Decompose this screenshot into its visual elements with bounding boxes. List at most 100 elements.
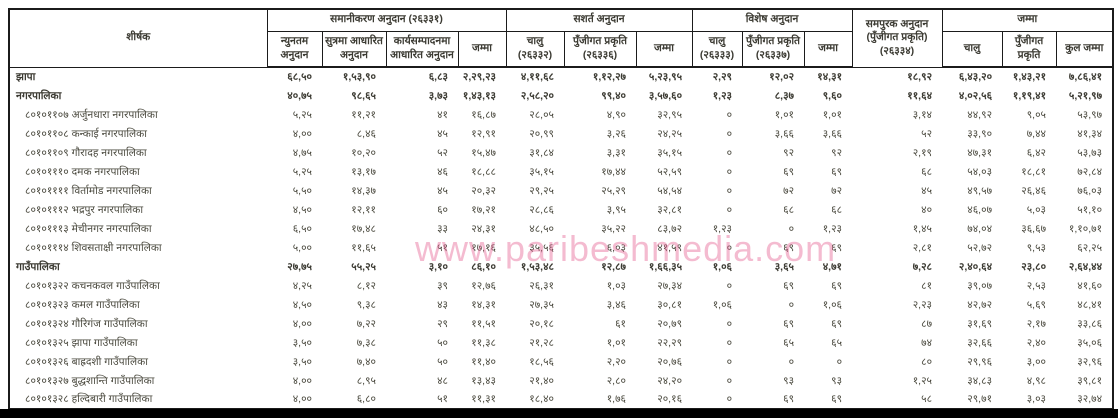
cell-value: १,४५ — [912, 222, 933, 235]
cell-value: ३,३१ — [606, 146, 627, 159]
column-header: जम्मा — [803, 30, 853, 68]
cell-value: ८,९५ — [356, 374, 376, 387]
cell-value: ४६ — [437, 165, 448, 178]
cell-value: २,४० — [1026, 336, 1047, 349]
cell-value: ५८ — [921, 393, 933, 405]
title-column-header: शीर्षक — [8, 8, 268, 68]
cell-value: २६,३१ — [529, 279, 555, 292]
table-row: ८०१०११०७ अर्जुनधारा नगरपालिका ५,२५ ११,२१ ४१… — [9, 105, 1113, 124]
cell-value: ६० — [437, 203, 448, 216]
cell-value: ३५,०६ — [1077, 336, 1103, 349]
row-label: ८०१०१३२२ कचनकवल गाउँपालिका — [25, 279, 160, 292]
cell-value: ६५ — [783, 336, 795, 349]
cell-value: ५२ — [921, 127, 933, 140]
cell-value: ६८,५० — [287, 71, 312, 83]
cell-value: २,२९,२३ — [462, 71, 497, 83]
cell-value: ५,०३ — [1026, 203, 1047, 216]
table-row: ८०१०१३२८ हल्दिबारी गाउँपालिका ४,०० ६,८० ५१ १… — [9, 390, 1113, 409]
row-label: ८०१०१३२७ बुद्धशान्ति गाउँपालिका — [25, 374, 155, 387]
cell-value: २९ — [437, 317, 448, 330]
cell-value: १४,३१ — [471, 298, 497, 311]
column-header: पुँजीगत प्रकृति — [1001, 30, 1057, 68]
cell-value: ० — [836, 355, 843, 368]
table-row: नगरपालिका ४०,७५ ९८,६५ ३,७३ १,४३,१३ २,५८,२० ९९,… — [9, 86, 1113, 105]
cell-value: ४५ — [437, 127, 448, 140]
row-label: नगरपालिका — [16, 89, 62, 102]
cell-value: ३१,६९ — [967, 317, 993, 330]
cell-value: २,१७ — [1026, 317, 1047, 330]
cell-value: ६,८३ — [428, 71, 448, 83]
cell-value: ३,६६ — [774, 127, 795, 140]
cell-value: १२,८७ — [601, 260, 627, 273]
cell-value: ३,१४ — [912, 108, 933, 121]
cell-value: ६९ — [831, 279, 843, 292]
cell-value: २४,२० — [657, 374, 683, 387]
cell-value: २७,३५ — [529, 298, 555, 311]
cell-value: ८७ — [921, 317, 933, 330]
cell-value: ३,०० — [1026, 355, 1047, 368]
cell-value: २,५८,२० — [520, 89, 555, 102]
cell-value: ० — [788, 298, 795, 311]
cell-value: ७,२८ — [912, 260, 933, 273]
cell-value: १,१९,४१ — [1012, 89, 1047, 102]
cell-value: २९,९६ — [967, 355, 993, 368]
cell-value: ४२,७२ — [967, 298, 993, 311]
table-row: ८०१०१३२५ झापा गाउँपालिका ३,५० ७,३८ ५० ११,३८ २… — [9, 333, 1113, 352]
cell-value: २९,२५ — [529, 184, 555, 197]
cell-value: ७,४४ — [1026, 127, 1047, 140]
cell-value: २२,२९ — [657, 336, 683, 349]
cell-value: ५३,९७ — [1077, 108, 1103, 121]
cell-value: ४९,५७ — [967, 184, 993, 197]
bottom-black-bar — [0, 409, 1118, 418]
cell-value: ३२,९५ — [657, 108, 683, 121]
cell-value: ० — [726, 165, 733, 178]
table-row: ८०१०१३२३ कमल गाउँपालिका ४,५० ९,३८ ४३ १४,३१ २७… — [9, 295, 1113, 314]
row-label: ८०१०११११ विर्तामोड नगरपालिका — [25, 184, 152, 197]
cell-value: ७,८६,४१ — [1068, 71, 1103, 83]
cell-value: ९२ — [783, 146, 795, 159]
cell-value: ६,५० — [292, 222, 312, 235]
cell-value: ३२,८१ — [657, 203, 683, 216]
table-row: ८०१०१३२६ बाह्रदशी गाउँपालिका ३,५० ७,४० ५० ११… — [9, 352, 1113, 371]
cell-value: ० — [726, 184, 733, 197]
cell-value: २०,७६ — [657, 355, 683, 368]
cell-value: ७,४० — [356, 355, 376, 368]
cell-value: २,५३ — [1026, 279, 1047, 292]
cell-value: ५४,५४ — [657, 184, 683, 197]
cell-value: १,७६ — [606, 393, 627, 405]
cell-value: १३,४३ — [471, 374, 497, 387]
cell-value: ९,३८ — [356, 298, 376, 311]
cell-value: ३,१० — [428, 260, 448, 273]
cell-value: ६९ — [831, 241, 843, 254]
cell-value: १,५३,९० — [342, 71, 376, 83]
cell-value: ७२ — [783, 184, 795, 197]
cell-value: १,०३ — [606, 279, 627, 292]
cell-value: १०,२० — [351, 146, 376, 159]
cell-value: १८,८१ — [1021, 165, 1047, 178]
cell-value: ८६,१० — [471, 260, 497, 273]
cell-value: ४,५० — [292, 298, 312, 311]
cell-value: ४६,०७ — [967, 203, 993, 216]
cell-value: २०,३२ — [471, 184, 497, 197]
header-sub-row: न्युनतम अनुदान सुत्रमा आधारित अनुदान कार्य… — [9, 30, 1114, 68]
cell-value: २,४०,६४ — [958, 260, 993, 273]
cell-value: १२,९१ — [471, 127, 497, 140]
cell-value: ३३,९० — [967, 127, 993, 140]
group-header: सशर्त अनुदान — [505, 8, 693, 32]
cell-value: ११,३८ — [471, 336, 497, 349]
cell-value: ११,६४ — [907, 89, 933, 102]
column-header: पुँजीगत प्रकृति (२६३३७) — [741, 30, 805, 68]
cell-value: ७४,०४ — [967, 222, 993, 235]
cell-value: ७,२२ — [356, 317, 376, 330]
cell-value: ४५ — [437, 184, 448, 197]
table-row: ८०१०१११४ शिवसताक्षी नगरपालिका ५,०० ११,६५ ५१… — [9, 238, 1113, 257]
cell-value: ९,५३ — [1026, 241, 1047, 254]
cell-value: २८,०५ — [529, 108, 555, 121]
cell-value: ८१ — [921, 279, 933, 292]
cell-value: ३,४६ — [606, 298, 627, 311]
cell-value: ११,४० — [471, 355, 497, 368]
row-label: ८०१०१११३ मेचीनगर नगरपालिका — [25, 222, 152, 235]
cell-value: ९,६० — [822, 89, 843, 102]
cell-value: ९८,६५ — [351, 89, 376, 102]
cell-value: ३०,८१ — [657, 298, 683, 311]
